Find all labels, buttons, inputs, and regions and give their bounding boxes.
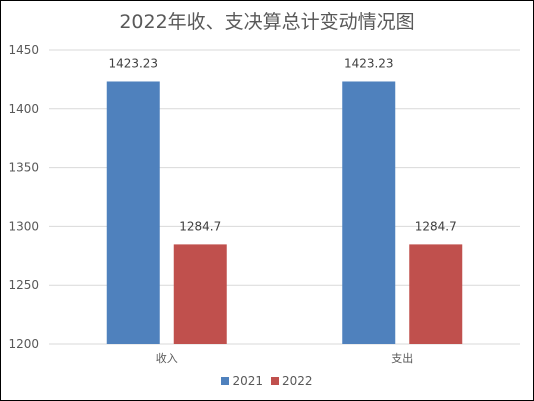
legend-swatch-2021 [221,377,230,385]
data-label-2021-1: 1423.23 [344,56,394,70]
y-tick-label-1350: 1350 [8,161,39,175]
legend: 2021 2022 [1,374,533,388]
y-tick-label-1300: 1300 [8,219,39,233]
y-tick-label-1250: 1250 [8,278,39,292]
chart-title: 2022年收、支决算总计变动情况图 [119,11,415,33]
y-tick-label-1450: 1450 [8,43,39,57]
data-label-2022-1: 1284.7 [415,219,457,233]
legend-swatch-2022 [271,377,279,385]
bar-2022-0 [173,244,227,344]
bar-2021-0 [106,81,160,345]
bar-2021-1 [342,81,396,345]
category-label-1: 支出 [391,351,413,365]
legend-label-2021: 2021 [232,374,263,388]
legend-label-2022: 2022 [282,374,313,388]
category-label-0: 收入 [156,351,178,365]
legend-item-2022: 2022 [271,374,313,388]
legend-item-2021: 2021 [221,374,263,388]
y-tick-label-1200: 1200 [8,337,39,351]
bar-2022-1 [409,244,463,344]
y-tick-label-1400: 1400 [8,102,39,116]
data-label-2022-0: 1284.7 [179,219,221,233]
data-label-2021-0: 1423.23 [108,56,158,70]
